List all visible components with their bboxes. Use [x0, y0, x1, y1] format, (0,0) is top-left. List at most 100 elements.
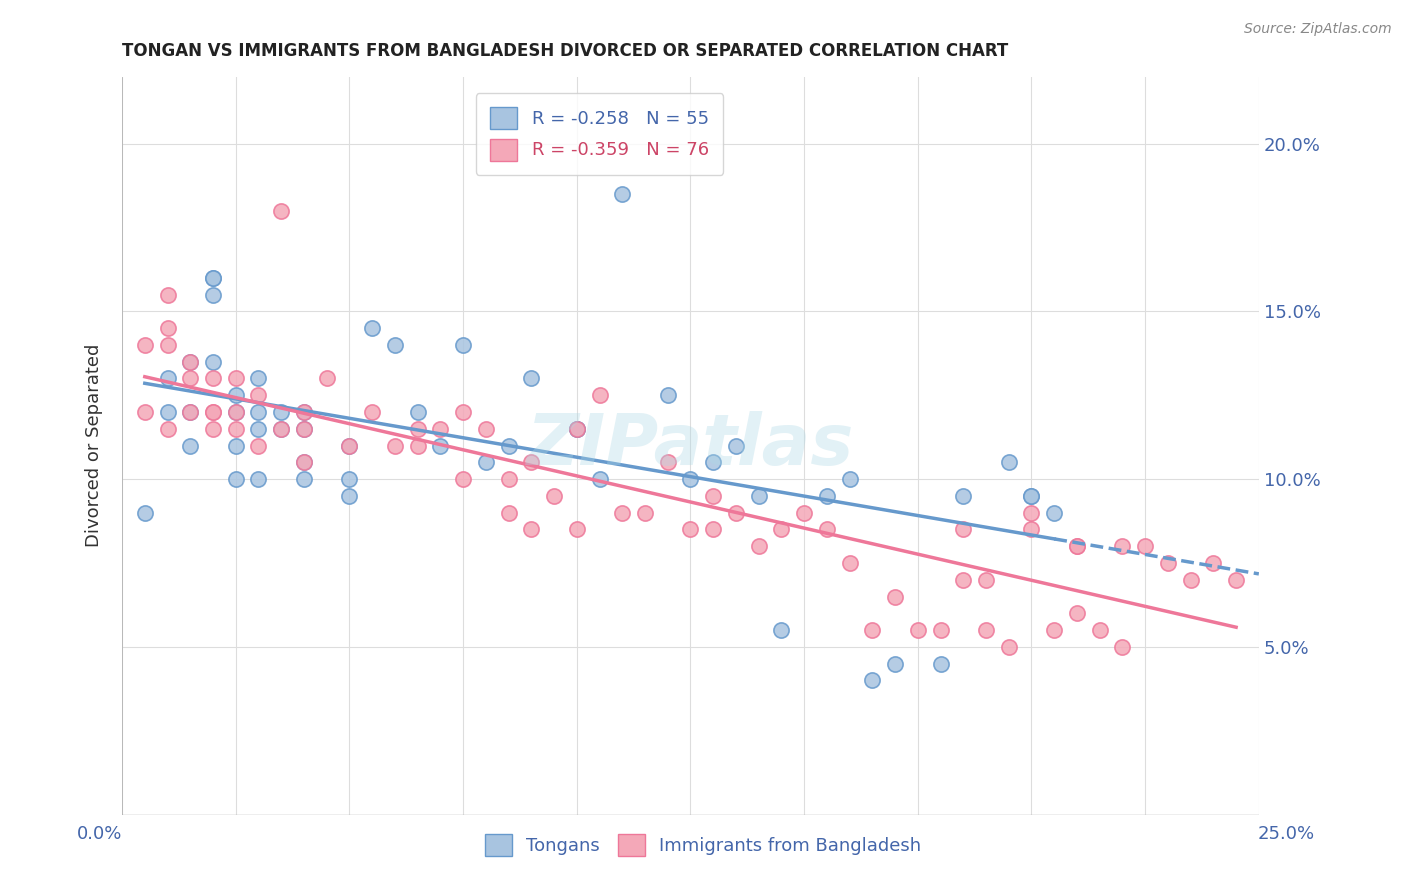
Point: [520, 523, 543, 537]
Point: [770, 623, 793, 637]
Y-axis label: Divorced or Separated: Divorced or Separated: [86, 344, 103, 548]
Point: [361, 321, 384, 335]
Point: [884, 590, 907, 604]
Point: [451, 472, 474, 486]
Point: [247, 405, 270, 419]
Text: 0.0%: 0.0%: [77, 825, 122, 843]
Point: [156, 422, 179, 436]
Point: [860, 673, 883, 688]
Point: [498, 506, 520, 520]
Point: [247, 439, 270, 453]
Point: [929, 623, 952, 637]
Point: [929, 657, 952, 671]
Point: [225, 422, 247, 436]
Point: [565, 523, 588, 537]
Point: [247, 472, 270, 486]
Point: [1021, 523, 1043, 537]
Point: [1066, 539, 1088, 553]
Point: [225, 439, 247, 453]
Point: [475, 455, 498, 469]
Point: [270, 422, 292, 436]
Point: [225, 388, 247, 402]
Point: [179, 355, 201, 369]
Point: [612, 506, 634, 520]
Point: [1133, 539, 1156, 553]
Point: [225, 472, 247, 486]
Legend: R = -0.258   N = 55, R = -0.359   N = 76: R = -0.258 N = 55, R = -0.359 N = 76: [475, 93, 723, 175]
Point: [1088, 623, 1111, 637]
Point: [815, 489, 838, 503]
Point: [1111, 539, 1133, 553]
Point: [429, 439, 451, 453]
Point: [315, 371, 337, 385]
Point: [1021, 506, 1043, 520]
Point: [225, 405, 247, 419]
Point: [292, 405, 315, 419]
Point: [201, 422, 224, 436]
Point: [974, 573, 997, 587]
Point: [997, 455, 1019, 469]
Point: [134, 338, 156, 352]
Point: [1111, 640, 1133, 654]
Point: [384, 338, 406, 352]
Point: [952, 523, 974, 537]
Point: [748, 539, 770, 553]
Legend: Tongans, Immigrants from Bangladesh: Tongans, Immigrants from Bangladesh: [475, 825, 931, 865]
Point: [292, 455, 315, 469]
Point: [588, 388, 610, 402]
Point: [475, 422, 498, 436]
Point: [1021, 489, 1043, 503]
Point: [588, 472, 610, 486]
Point: [838, 556, 860, 570]
Point: [565, 422, 588, 436]
Text: Source: ZipAtlas.com: Source: ZipAtlas.com: [1244, 22, 1392, 37]
Point: [634, 506, 657, 520]
Point: [406, 422, 429, 436]
Point: [702, 523, 724, 537]
Point: [339, 472, 361, 486]
Point: [179, 405, 201, 419]
Point: [565, 422, 588, 436]
Point: [884, 657, 907, 671]
Point: [270, 405, 292, 419]
Point: [520, 371, 543, 385]
Point: [156, 321, 179, 335]
Point: [201, 355, 224, 369]
Point: [225, 371, 247, 385]
Point: [520, 455, 543, 469]
Point: [612, 186, 634, 201]
Point: [406, 439, 429, 453]
Point: [498, 439, 520, 453]
Point: [179, 439, 201, 453]
Point: [997, 640, 1019, 654]
Point: [838, 472, 860, 486]
Point: [247, 388, 270, 402]
Text: TONGAN VS IMMIGRANTS FROM BANGLADESH DIVORCED OR SEPARATED CORRELATION CHART: TONGAN VS IMMIGRANTS FROM BANGLADESH DIV…: [122, 42, 1008, 60]
Point: [247, 422, 270, 436]
Point: [339, 439, 361, 453]
Point: [384, 439, 406, 453]
Point: [156, 338, 179, 352]
Point: [748, 489, 770, 503]
Point: [498, 472, 520, 486]
Point: [974, 623, 997, 637]
Text: ZIPatlas: ZIPatlas: [527, 411, 853, 480]
Point: [1021, 489, 1043, 503]
Point: [339, 439, 361, 453]
Point: [1066, 607, 1088, 621]
Point: [679, 472, 702, 486]
Point: [724, 439, 747, 453]
Point: [679, 523, 702, 537]
Point: [156, 371, 179, 385]
Point: [860, 623, 883, 637]
Point: [179, 405, 201, 419]
Point: [270, 422, 292, 436]
Point: [1202, 556, 1225, 570]
Point: [361, 405, 384, 419]
Point: [451, 338, 474, 352]
Point: [292, 455, 315, 469]
Point: [451, 405, 474, 419]
Point: [201, 371, 224, 385]
Point: [815, 523, 838, 537]
Point: [657, 388, 679, 402]
